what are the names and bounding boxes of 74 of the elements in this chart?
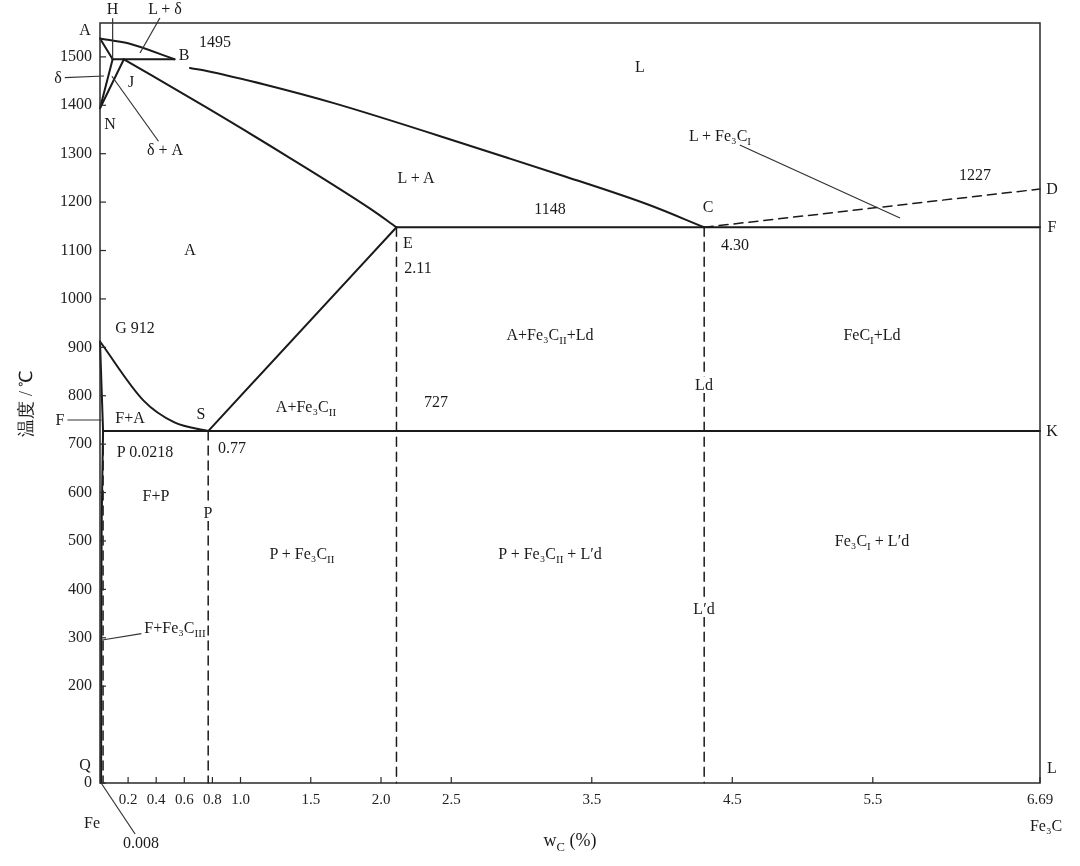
annotation: L′d xyxy=(692,600,716,617)
annotation: P + Fe₃C$_{II}$ + L′d xyxy=(497,545,603,566)
text: A xyxy=(78,21,92,38)
annotation: 0.008 xyxy=(122,834,161,851)
y-tick-label: 200 xyxy=(68,676,92,694)
annotation: F+Fe₃C$_{III}$ xyxy=(143,619,207,640)
text: L + δ xyxy=(147,0,183,17)
text: Fe xyxy=(83,814,101,831)
annotation: P 0.0218 xyxy=(115,443,175,460)
y-tick-label: 700 xyxy=(68,434,92,452)
annotation: C xyxy=(701,198,715,215)
text: F xyxy=(54,411,66,428)
x-tick-label: 5.5 xyxy=(863,790,883,807)
annotation: F+A xyxy=(114,409,146,426)
y-tick-label: 1300 xyxy=(60,143,92,161)
annotation: A xyxy=(183,241,197,258)
y-tick-label: 600 xyxy=(68,482,92,500)
annotation: N xyxy=(103,115,117,132)
annotation: FeC$_{I}$+Ld xyxy=(842,326,902,347)
annotation: H xyxy=(105,0,120,18)
text: K xyxy=(1045,422,1059,439)
x-tick-label: 2.0 xyxy=(371,790,391,807)
y-tick-label: 1000 xyxy=(60,289,92,307)
y-tick-label: 400 xyxy=(68,579,92,597)
x-tick-label: 2.5 xyxy=(441,790,461,807)
annotation: δ + A xyxy=(145,141,184,159)
annotation: 0.77 xyxy=(217,439,247,456)
annotation: B xyxy=(177,46,191,63)
y-axis-title: 温度 / ℃ xyxy=(16,369,36,437)
y-tick-label: 500 xyxy=(68,531,92,549)
y-tick-label: 800 xyxy=(68,385,92,403)
annotation: E xyxy=(402,234,414,251)
y-tick-label: 1500 xyxy=(60,47,92,65)
annotation: 2.11 xyxy=(403,259,433,276)
x-tick-label: 0.2 xyxy=(118,790,138,807)
annotation: 1148 xyxy=(533,200,567,217)
x-tick-label: 6.69 xyxy=(1026,790,1054,807)
annotation: J xyxy=(126,73,136,90)
annotation: G 912 xyxy=(114,319,156,336)
annotation: L + Fe₃C$_{I}$ xyxy=(687,127,753,148)
text: Q xyxy=(78,756,92,773)
annotation: 4.30 xyxy=(720,236,750,253)
annotation: A+Fe₃C$_{II}$+Ld xyxy=(505,326,595,347)
text: Fe₃C xyxy=(1028,817,1064,834)
x-tick-label: 1.5 xyxy=(301,790,321,807)
x-tick-label: 3.5 xyxy=(582,790,602,807)
x-tick-label: 0.8 xyxy=(203,790,222,807)
annotation: 1227 xyxy=(958,166,992,183)
text: D xyxy=(1045,180,1059,197)
annotation: 1495 xyxy=(198,33,232,50)
annotation: P xyxy=(202,504,214,521)
x-tick-label: 0.4 xyxy=(146,790,167,807)
y-tick-label: 900 xyxy=(68,337,92,355)
annotation: A+Fe₃C$_{II}$ xyxy=(274,398,338,419)
x-tick-label: 1.0 xyxy=(231,790,250,807)
y-tick-label: 1100 xyxy=(60,240,92,258)
x-tick-label: 4.5 xyxy=(722,790,742,807)
y-tick-label: 1400 xyxy=(60,95,92,113)
annotation: L xyxy=(634,58,646,75)
annotation: Fe₃C$_{I}$ + L′d xyxy=(833,532,911,553)
text: F xyxy=(1046,218,1058,235)
x-tick-label: 0.6 xyxy=(174,790,195,807)
y-tick-label: 0 xyxy=(84,773,92,791)
y-tick-label: 1200 xyxy=(60,192,92,210)
x-axis-title: w$_{C}$ (%) xyxy=(543,830,597,854)
text: L xyxy=(1046,759,1058,776)
text: δ xyxy=(53,69,63,86)
annotation: P + Fe₃C$_{II}$ xyxy=(268,545,336,566)
y-tick-label: 300 xyxy=(68,627,92,645)
annotation: 727 xyxy=(423,393,449,410)
annotation: L + A xyxy=(396,169,436,186)
annotation: S xyxy=(195,405,207,422)
annotation: Ld xyxy=(694,376,714,393)
annotation: F+P xyxy=(141,487,171,504)
